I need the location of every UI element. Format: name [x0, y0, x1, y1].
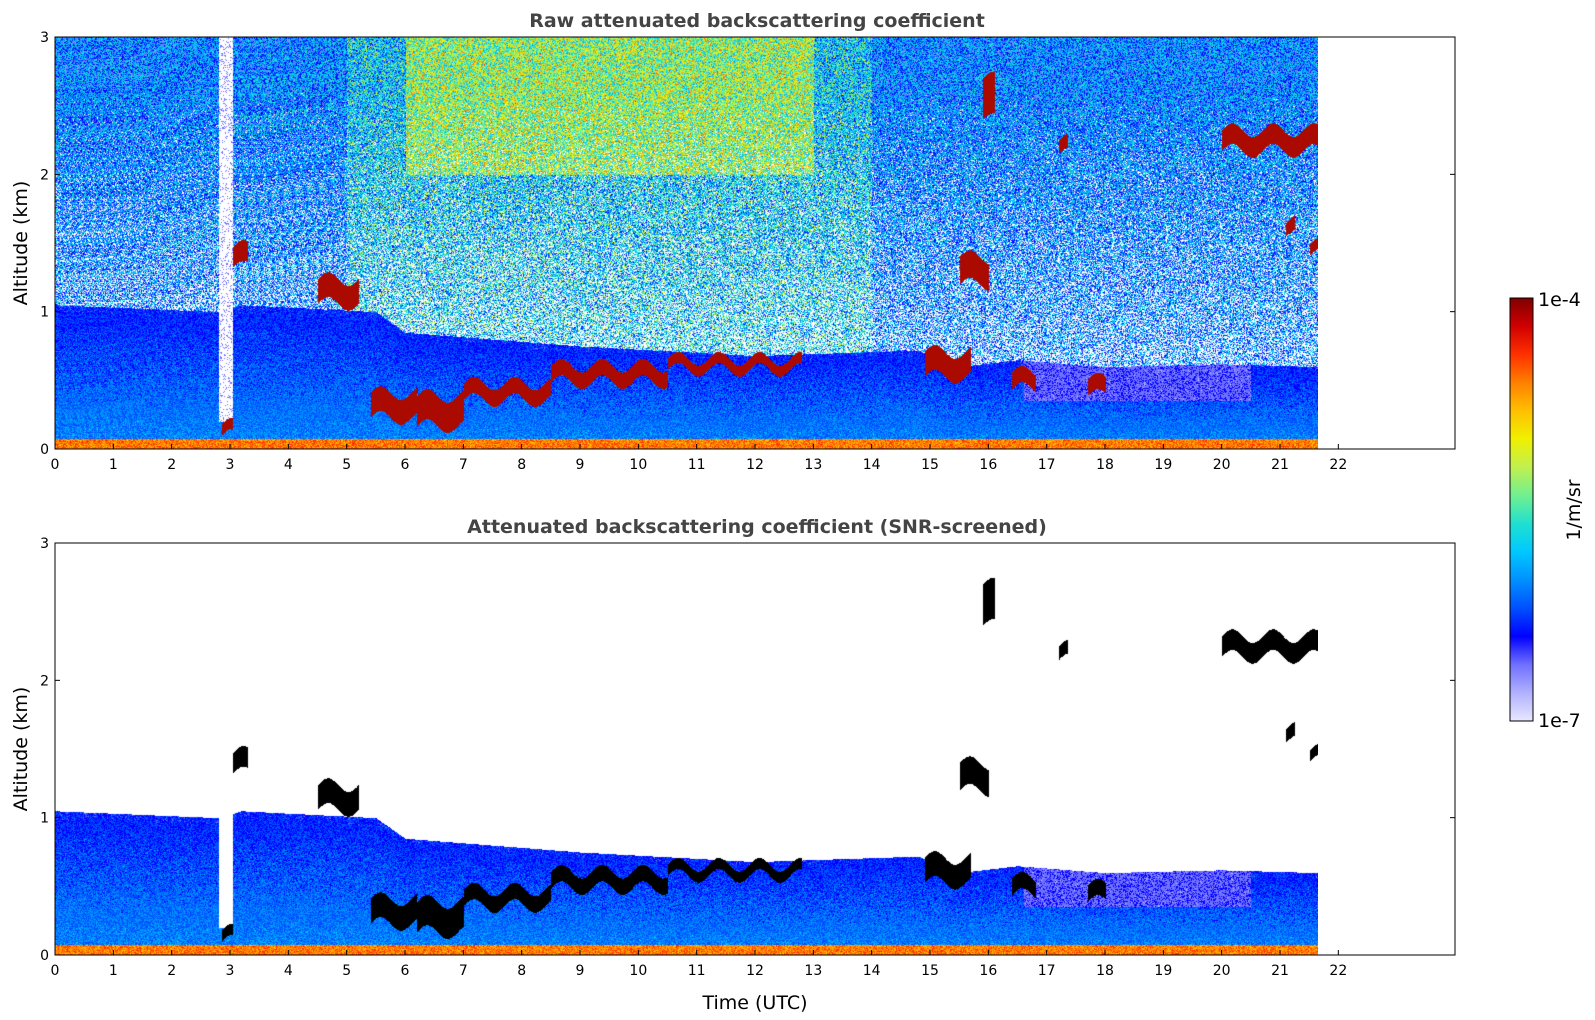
colorbar-max-label: 1e-4: [1538, 289, 1581, 311]
x-tick-label: 5: [342, 963, 351, 979]
x-tick-label: 2: [167, 457, 176, 473]
heatmap-raw: [55, 37, 1318, 449]
chart-title-screened: Attenuated backscattering coefficient (S…: [467, 516, 1047, 538]
y-tick-label: 2: [40, 673, 49, 689]
x-tick-label: 11: [688, 457, 706, 473]
y-tick-label: 2: [40, 167, 49, 183]
x-tick-label: 6: [401, 963, 410, 979]
y-axis-raw: 0 1 2 3: [40, 30, 1455, 458]
x-tick-label: 3: [226, 963, 235, 979]
x-tick-label: 13: [804, 963, 822, 979]
x-tick-label: 0: [51, 963, 60, 979]
x-tick-label: 1: [109, 457, 118, 473]
colorbar-min-label: 1e-7: [1538, 710, 1581, 732]
panel-raw: Raw attenuated backscattering coefficien…: [10, 10, 1456, 473]
x-tick-label: 5: [342, 457, 351, 473]
x-tick-label: 16: [979, 963, 997, 979]
x-tick-label: 19: [1154, 457, 1172, 473]
heatmap-screened: [55, 543, 1318, 955]
y-axis-label-raw: Altitude (km): [10, 181, 32, 306]
y-axis-screened: 0 1 2 3: [40, 536, 1455, 964]
x-tick-label: 7: [459, 457, 468, 473]
colorbar-gradient: [1509, 297, 1534, 722]
x-tick-label: 20: [1213, 963, 1231, 979]
x-tick-label: 17: [1038, 457, 1056, 473]
x-tick-label: 19: [1154, 963, 1172, 979]
x-tick-label: 8: [517, 457, 526, 473]
x-tick-label: 22: [1329, 963, 1347, 979]
x-tick-label: 13: [804, 457, 822, 473]
chart-title-raw: Raw attenuated backscattering coefficien…: [529, 10, 985, 32]
x-tick-label: 2: [167, 963, 176, 979]
colorbar: 1e-4 1e-7 1/m/sr: [1509, 289, 1585, 732]
x-tick-label: 9: [576, 457, 585, 473]
y-tick-label: 0: [40, 442, 49, 458]
x-tick-label: 15: [921, 457, 939, 473]
x-tick-label: 10: [629, 963, 647, 979]
x-tick-label: 12: [746, 963, 764, 979]
x-tick-label: 16: [979, 457, 997, 473]
x-tick-label: 7: [459, 963, 468, 979]
x-axis-label: Time (UTC): [701, 992, 807, 1014]
x-tick-label: 14: [863, 963, 881, 979]
y-tick-label: 3: [40, 536, 49, 552]
x-tick-label: 9: [576, 963, 585, 979]
x-tick-label: 4: [284, 457, 293, 473]
x-tick-label: 0: [51, 457, 60, 473]
y-axis-label-screened: Altitude (km): [10, 687, 32, 812]
x-tick-label: 6: [401, 457, 410, 473]
x-tick-label: 21: [1271, 457, 1289, 473]
x-tick-label: 22: [1329, 457, 1347, 473]
y-tick-label: 1: [40, 811, 49, 827]
x-tick-label: 4: [284, 963, 293, 979]
y-tick-label: 0: [40, 948, 49, 964]
panel-screened: Attenuated backscattering coefficient (S…: [10, 516, 1456, 1014]
x-tick-label: 21: [1271, 963, 1289, 979]
x-tick-label: 14: [863, 457, 881, 473]
x-tick-label: 15: [921, 963, 939, 979]
x-axis-raw: 0 1 2 3 4 5 6 7 8 9 10 11 12 13 14 15 16 17 18 19 20 21 22: [51, 444, 1347, 473]
x-tick-label: 18: [1096, 457, 1114, 473]
x-tick-label: 20: [1213, 457, 1231, 473]
x-tick-label: 11: [688, 963, 706, 979]
x-tick-label: 12: [746, 457, 764, 473]
x-tick-label: 8: [517, 963, 526, 979]
y-tick-label: 3: [40, 30, 49, 46]
colorbar-label: 1/m/sr: [1563, 479, 1585, 540]
x-axis-screened: 0 1 2 3 4 5 6 7 8 9 10 11 12 13 14 15 16 17 18 19 20 21 22: [51, 950, 1347, 979]
y-tick-label: 1: [40, 305, 49, 321]
x-tick-label: 3: [226, 457, 235, 473]
x-tick-label: 18: [1096, 963, 1114, 979]
x-tick-label: 17: [1038, 963, 1056, 979]
x-tick-label: 1: [109, 963, 118, 979]
x-tick-label: 10: [629, 457, 647, 473]
